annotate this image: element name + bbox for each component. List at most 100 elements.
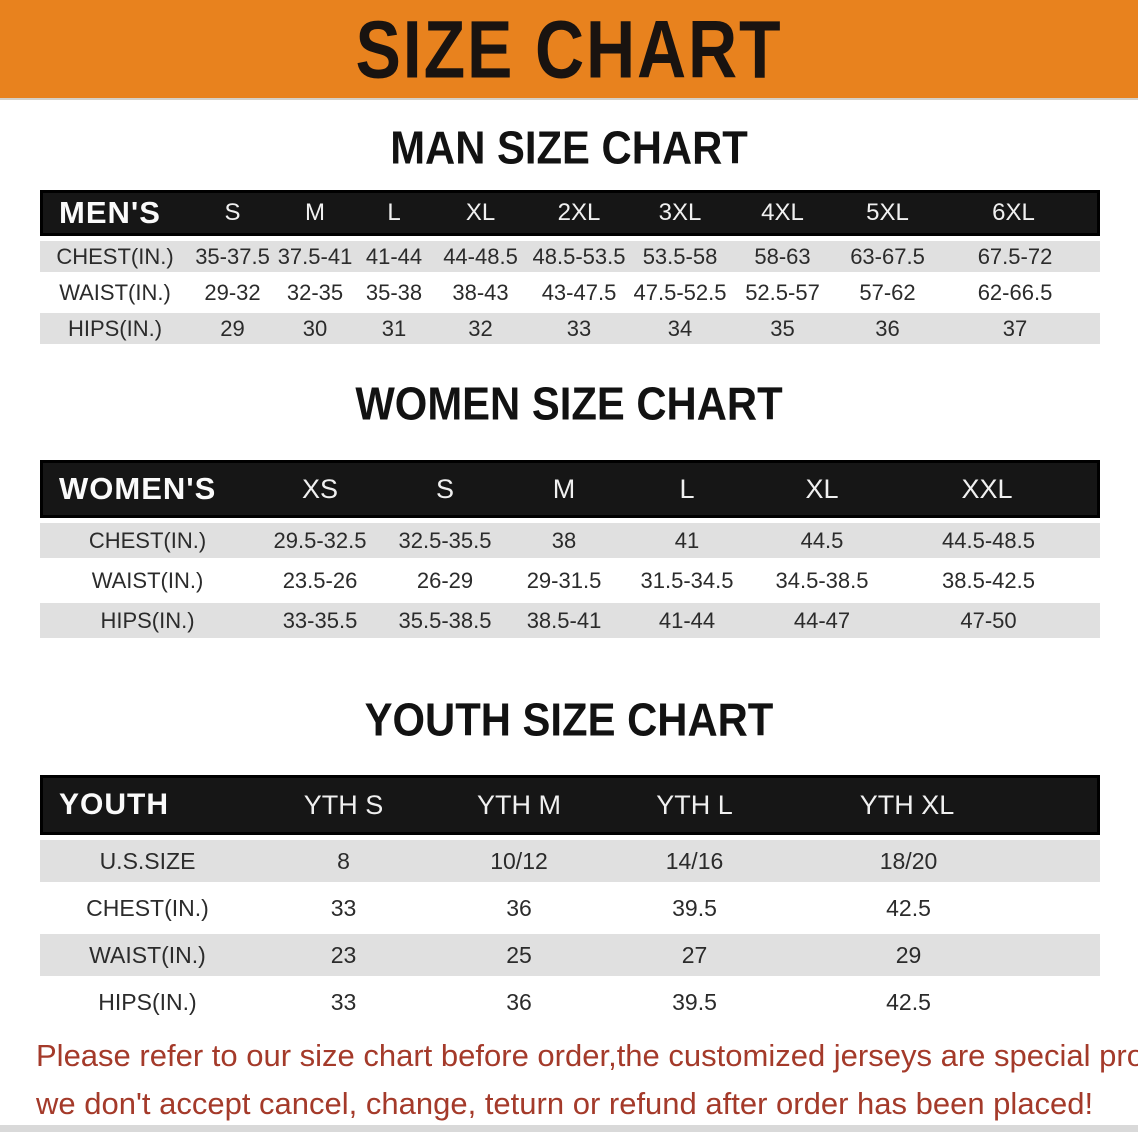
cell: 37 xyxy=(940,313,1100,344)
cell: 39.5 xyxy=(606,887,783,929)
men-hips-row: HIPS(IN.) 29 30 31 32 33 34 35 36 37 xyxy=(40,313,1100,344)
row-label: WAIST(IN.) xyxy=(40,277,190,308)
men-size-col-s: S xyxy=(190,190,275,236)
cell: 44-48.5 xyxy=(433,241,528,272)
men-section-heading: MAN SIZE CHART xyxy=(390,122,748,175)
women-size-table: WOMEN'S XS S M L XL XXL CHEST(IN.) 29.5-… xyxy=(40,455,1100,643)
cell: 32.5-35.5 xyxy=(385,523,505,558)
row-label: U.S.SIZE xyxy=(40,840,255,882)
cell: 35-37.5 xyxy=(190,241,275,272)
bottom-edge-strip xyxy=(0,1125,1138,1132)
banner: SIZE CHART xyxy=(0,0,1138,100)
women-size-col-l: L xyxy=(623,460,751,518)
cell: 38.5-42.5 xyxy=(893,563,1100,598)
cell: 18/20 xyxy=(783,840,1100,882)
cell: 33-35.5 xyxy=(255,603,385,638)
cell: 33 xyxy=(255,887,432,929)
cell: 36 xyxy=(432,981,606,1023)
youth-header-row: YOUTH YTH S YTH M YTH L YTH XL xyxy=(40,775,1100,835)
row-label: HIPS(IN.) xyxy=(40,603,255,638)
cell: 31.5-34.5 xyxy=(623,563,751,598)
banner-title: SIZE CHART xyxy=(355,3,783,95)
youth-chest-row: CHEST(IN.) 33 36 39.5 42.5 xyxy=(40,887,1100,929)
cell: 36 xyxy=(432,887,606,929)
cell: 52.5-57 xyxy=(730,277,835,308)
row-label: CHEST(IN.) xyxy=(40,241,190,272)
cell: 26-29 xyxy=(385,563,505,598)
cell: 25 xyxy=(432,934,606,976)
men-size-col-m: M xyxy=(275,190,355,236)
cell: 41 xyxy=(623,523,751,558)
men-size-col-3xl: 3XL xyxy=(630,190,730,236)
cell: 8 xyxy=(255,840,432,882)
cell: 38-43 xyxy=(433,277,528,308)
cell: 29 xyxy=(190,313,275,344)
row-label: WAIST(IN.) xyxy=(40,934,255,976)
youth-size-col-xl: YTH XL xyxy=(783,775,1100,835)
cell: 48.5-53.5 xyxy=(528,241,630,272)
cell: 32 xyxy=(433,313,528,344)
men-size-col-5xl: 5XL xyxy=(835,190,940,236)
women-size-col-xl: XL xyxy=(751,460,893,518)
cell: 42.5 xyxy=(783,981,1100,1023)
cell: 62-66.5 xyxy=(940,277,1100,308)
men-size-table: MEN'S S M L XL 2XL 3XL 4XL 5XL 6XL CHEST… xyxy=(40,185,1100,349)
men-chest-row: CHEST(IN.) 35-37.5 37.5-41 41-44 44-48.5… xyxy=(40,241,1100,272)
cell: 23 xyxy=(255,934,432,976)
youth-size-col-m: YTH M xyxy=(432,775,606,835)
women-header-row: WOMEN'S XS S M L XL XXL xyxy=(40,460,1100,518)
women-chest-row: CHEST(IN.) 29.5-32.5 32.5-35.5 38 41 44.… xyxy=(40,523,1100,558)
men-header-row: MEN'S S M L XL 2XL 3XL 4XL 5XL 6XL xyxy=(40,190,1100,236)
men-size-col-xl: XL xyxy=(433,190,528,236)
cell: 37.5-41 xyxy=(275,241,355,272)
cell: 35 xyxy=(730,313,835,344)
cell: 47-50 xyxy=(893,603,1100,638)
men-table-corner-label: MEN'S xyxy=(40,190,190,236)
youth-size-col-s: YTH S xyxy=(255,775,432,835)
cell: 29-31.5 xyxy=(505,563,623,598)
women-table-corner-label: WOMEN'S xyxy=(40,460,255,518)
men-size-col-l: L xyxy=(355,190,433,236)
cell: 38 xyxy=(505,523,623,558)
men-size-col-2xl: 2XL xyxy=(528,190,630,236)
cell: 31 xyxy=(355,313,433,344)
cell: 47.5-52.5 xyxy=(630,277,730,308)
row-label: CHEST(IN.) xyxy=(40,887,255,929)
cell: 27 xyxy=(606,934,783,976)
women-size-col-s: S xyxy=(385,460,505,518)
footer-note-line1: Please refer to our size chart before or… xyxy=(36,1038,1138,1073)
youth-table-corner-label: YOUTH xyxy=(40,775,255,835)
youth-ussize-row: U.S.SIZE 8 10/12 14/16 18/20 xyxy=(40,840,1100,882)
cell: 35.5-38.5 xyxy=(385,603,505,638)
women-size-col-xxl: XXL xyxy=(893,460,1100,518)
cell: 34.5-38.5 xyxy=(751,563,893,598)
men-size-col-4xl: 4XL xyxy=(730,190,835,236)
cell: 41-44 xyxy=(623,603,751,638)
youth-section-heading: YOUTH SIZE CHART xyxy=(364,694,774,747)
cell: 33 xyxy=(528,313,630,344)
cell: 67.5-72 xyxy=(940,241,1100,272)
men-waist-row: WAIST(IN.) 29-32 32-35 35-38 38-43 43-47… xyxy=(40,277,1100,308)
cell: 29 xyxy=(783,934,1100,976)
men-size-col-6xl: 6XL xyxy=(940,190,1100,236)
cell: 53.5-58 xyxy=(630,241,730,272)
cell: 58-63 xyxy=(730,241,835,272)
cell: 63-67.5 xyxy=(835,241,940,272)
women-waist-row: WAIST(IN.) 23.5-26 26-29 29-31.5 31.5-34… xyxy=(40,563,1100,598)
cell: 34 xyxy=(630,313,730,344)
cell: 38.5-41 xyxy=(505,603,623,638)
youth-waist-row: WAIST(IN.) 23 25 27 29 xyxy=(40,934,1100,976)
row-label: HIPS(IN.) xyxy=(40,313,190,344)
cell: 30 xyxy=(275,313,355,344)
cell: 36 xyxy=(835,313,940,344)
cell: 44.5-48.5 xyxy=(893,523,1100,558)
row-label: CHEST(IN.) xyxy=(40,523,255,558)
cell: 39.5 xyxy=(606,981,783,1023)
cell: 57-62 xyxy=(835,277,940,308)
cell: 14/16 xyxy=(606,840,783,882)
youth-size-col-l: YTH L xyxy=(606,775,783,835)
row-label: WAIST(IN.) xyxy=(40,563,255,598)
women-size-col-m: M xyxy=(505,460,623,518)
cell: 42.5 xyxy=(783,887,1100,929)
women-size-col-xs: XS xyxy=(255,460,385,518)
